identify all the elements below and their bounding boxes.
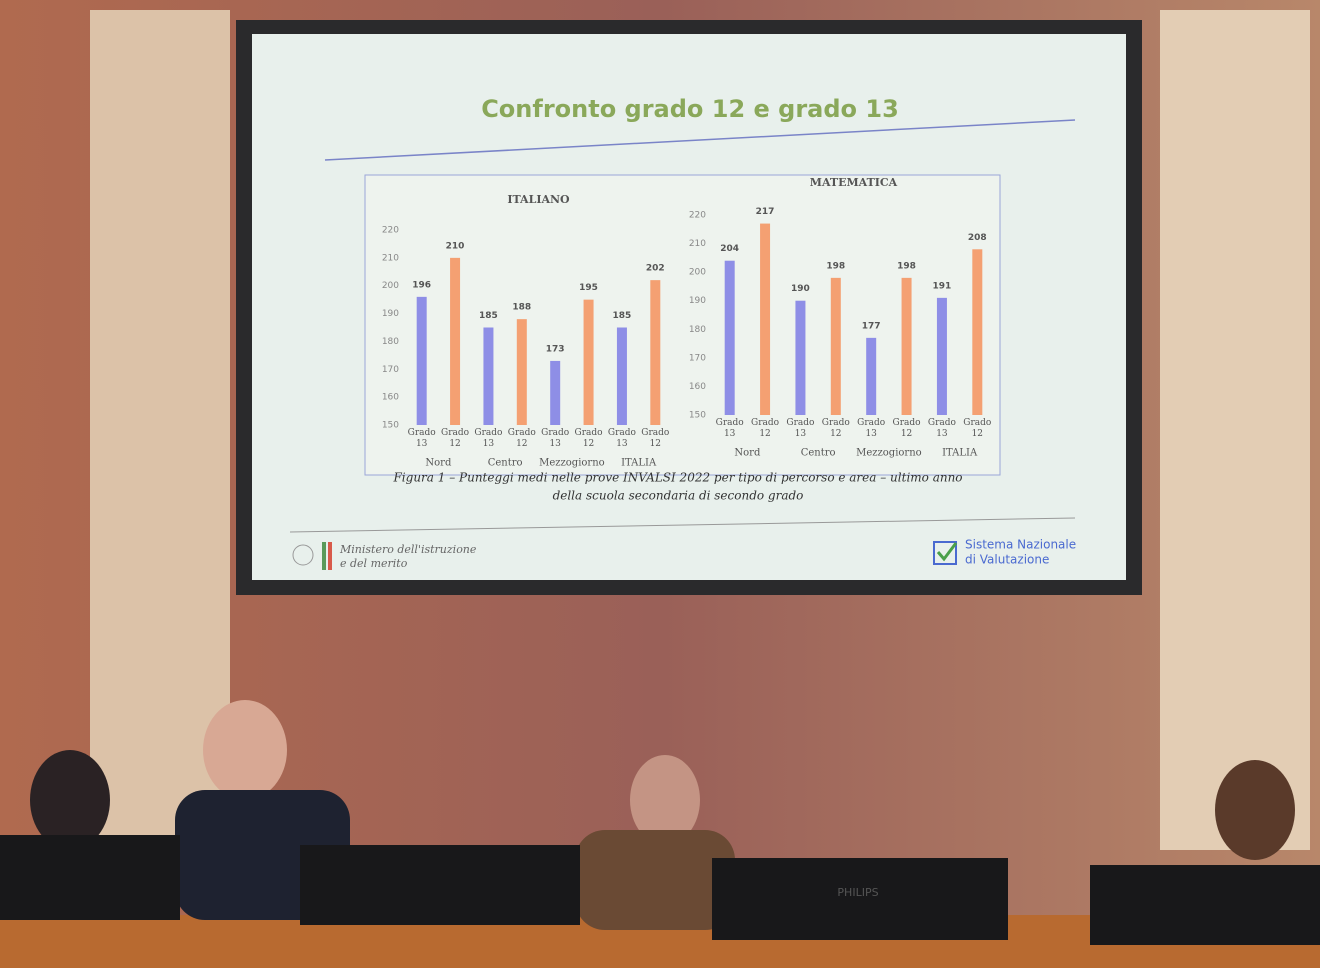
y-tick-label: 170 xyxy=(689,353,706,363)
y-tick-label: 150 xyxy=(689,411,706,421)
value-label: 217 xyxy=(756,207,775,217)
x-tick-label: Grado 12 xyxy=(748,418,782,440)
photo: Confronto grado 12 e grado 13 Figura 1 –… xyxy=(0,0,1320,968)
value-label: 204 xyxy=(720,244,739,254)
y-tick-label: 160 xyxy=(689,382,706,392)
monitor xyxy=(0,835,180,920)
x-tick-label: Grado 12 xyxy=(960,418,994,440)
value-label: 185 xyxy=(613,311,632,321)
value-label: 195 xyxy=(579,283,598,293)
bar xyxy=(517,319,527,425)
flag xyxy=(322,542,326,570)
y-tick-label: 170 xyxy=(382,365,399,375)
x-group-label: Centro xyxy=(488,458,523,469)
x-tick-label: Grado 12 xyxy=(890,418,924,440)
y-tick-label: 210 xyxy=(382,253,399,263)
bar xyxy=(725,261,735,415)
bar xyxy=(417,297,427,425)
x-group-label: Centro xyxy=(801,448,836,459)
bar xyxy=(760,224,770,415)
y-tick-label: 180 xyxy=(382,337,399,347)
monitor-brand: PHILIPS xyxy=(837,886,878,899)
value-label: 191 xyxy=(933,281,952,291)
bar xyxy=(650,280,660,425)
x-tick-label: Grado 13 xyxy=(854,418,888,440)
bar xyxy=(902,278,912,415)
x-tick-label: Grado 13 xyxy=(605,428,639,450)
person xyxy=(575,830,735,930)
bar xyxy=(866,338,876,415)
x-tick-label: Grado 13 xyxy=(471,428,505,450)
value-label: 188 xyxy=(512,303,531,313)
x-group-label: ITALIA xyxy=(621,458,657,469)
bar xyxy=(972,249,982,415)
value-label: 190 xyxy=(791,284,810,294)
value-label: 196 xyxy=(412,280,431,290)
x-group-label: Nord xyxy=(734,448,761,459)
y-tick-label: 220 xyxy=(689,211,706,221)
value-label: 208 xyxy=(968,233,987,243)
column xyxy=(1160,10,1310,850)
monitor xyxy=(712,858,1008,940)
y-tick-label: 200 xyxy=(689,268,706,278)
y-tick-label: 160 xyxy=(382,393,399,403)
bar xyxy=(831,278,841,415)
snv: Sistema Nazionale xyxy=(965,538,1076,552)
ministry: e del merito xyxy=(340,557,408,570)
bar xyxy=(584,300,594,425)
monitor xyxy=(300,845,580,925)
x-tick-label: Grado 12 xyxy=(638,428,672,450)
x-tick-label: Grado 12 xyxy=(572,428,606,450)
x-tick-label: Grado 13 xyxy=(713,418,747,440)
bar xyxy=(550,361,560,425)
chart-title: ITALIANO xyxy=(507,193,570,206)
x-tick-label: Grado 13 xyxy=(405,428,439,450)
bar xyxy=(450,258,460,425)
y-tick-label: 150 xyxy=(382,421,399,431)
slide-title: Confronto grado 12 e grado 13 xyxy=(481,95,899,123)
value-label: 177 xyxy=(862,321,881,331)
column xyxy=(90,10,230,840)
monitor xyxy=(1090,865,1320,945)
value-label: 198 xyxy=(897,261,916,271)
caption: Figura 1 – Punteggi medi nelle prove INV… xyxy=(392,471,962,485)
x-group-label: Mezzogiorno xyxy=(539,458,605,469)
bar xyxy=(937,298,947,415)
x-tick-label: Grado 13 xyxy=(538,428,572,450)
value-label: 210 xyxy=(446,241,465,251)
value-label: 198 xyxy=(826,261,845,271)
chart-title: MATEMATICA xyxy=(810,176,898,189)
scene: Confronto grado 12 e grado 13 Figura 1 –… xyxy=(0,0,1320,968)
person xyxy=(203,700,287,800)
y-tick-label: 220 xyxy=(382,226,399,236)
y-tick-label: 190 xyxy=(382,309,399,319)
flag xyxy=(328,542,332,570)
x-group-label: Mezzogiorno xyxy=(856,448,922,459)
bar xyxy=(617,328,627,426)
caption: della scuola secondaria di secondo grado xyxy=(553,489,804,503)
bar xyxy=(795,301,805,415)
x-tick-label: Grado 13 xyxy=(925,418,959,440)
y-tick-label: 210 xyxy=(689,239,706,249)
value-label: 173 xyxy=(546,344,565,354)
x-tick-label: Grado 13 xyxy=(783,418,817,440)
x-group-label: Nord xyxy=(425,458,452,469)
x-tick-label: Grado 12 xyxy=(505,428,539,450)
bar xyxy=(483,328,493,426)
y-tick-label: 190 xyxy=(689,296,706,306)
value-label: 185 xyxy=(479,311,498,321)
x-group-label: ITALIA xyxy=(942,448,978,459)
snv: di Valutazione xyxy=(965,553,1049,567)
x-tick-label: Grado 12 xyxy=(819,418,853,440)
ministry: Ministero dell'istruzione xyxy=(339,543,477,556)
y-tick-label: 180 xyxy=(689,325,706,335)
value-label: 202 xyxy=(646,264,665,274)
y-tick-label: 200 xyxy=(382,281,399,291)
person xyxy=(1215,760,1295,860)
x-tick-label: Grado 12 xyxy=(438,428,472,450)
